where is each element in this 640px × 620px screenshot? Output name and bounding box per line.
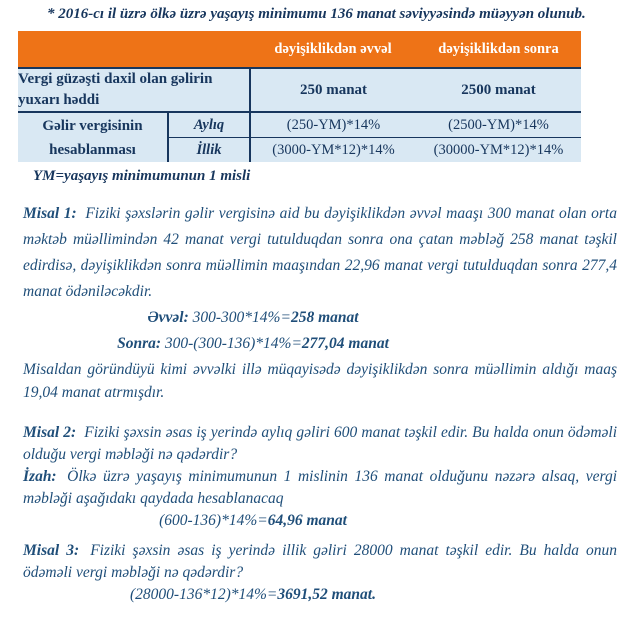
document-page: * 2016-cı il üzrə ölkə üzrə yaşayış mini… <box>18 6 617 606</box>
example-2-paragraph: Misal 2: Fiziki şəxsin əsas iş yerində a… <box>23 422 617 466</box>
example-1-conclusion: Misaldan göründüyü kimi əvvəlki illə müq… <box>23 361 617 401</box>
calc-label-cell: Gəlir vergisinin hesablanması <box>18 112 168 162</box>
example-3-label: Misal 3: <box>23 542 80 559</box>
example-2-formula-expression: (600-136)*14%= <box>159 512 268 529</box>
monthly-period-cell: Aylıq <box>167 112 251 138</box>
before-formula-label: Əvvəl: <box>147 309 189 326</box>
table-row-yearly: İllik (3000-YM*12)*14% (30000-YM*12)*14% <box>18 137 581 162</box>
monthly-after-cell: (2500-YM)*14% <box>416 112 581 138</box>
table-row-monthly: Gəlir vergisinin hesablanması Aylıq (250… <box>18 112 581 162</box>
after-formula-label: Sonra: <box>117 335 162 352</box>
example-1-before-formula: Əvvəl: 300-300*14%=258 manat <box>23 305 483 331</box>
example-2-formula-result: 64,96 manat <box>267 512 347 529</box>
example-3-paragraph: Misal 3: Fiziki şəxsin əsas iş yerində i… <box>23 540 617 584</box>
example-1-text: Fiziki şəxslərin gəlir vergisinə aid bu … <box>23 205 617 300</box>
example-3-text: Fiziki şəxsin əsas iş yerində illik gəli… <box>23 542 618 581</box>
example-2-label: Misal 2: <box>23 424 77 441</box>
before-formula-expression: 300-300*14%= <box>192 309 291 326</box>
after-formula-result: 277,04 manat <box>301 335 389 352</box>
header-after-change: dəyişiklikdən sonra <box>416 31 581 69</box>
header-empty-cell <box>18 31 250 69</box>
monthly-before-cell: (250-YM)*14% <box>250 112 416 138</box>
example-1-label: Misal 1: <box>23 205 77 222</box>
before-formula-result: 258 manat <box>290 309 359 326</box>
header-before-change: dəyişiklikdən əvvəl <box>250 31 416 69</box>
tax-exemption-table: dəyişiklikdən əvvəl dəyişiklikdən sonra … <box>18 31 581 162</box>
example-2-formula: (600-136)*14%=64,96 manat <box>23 510 483 532</box>
explanation-label: İzah: <box>23 468 57 485</box>
example-3-formula: (28000-136*12)*14%=3691,52 manat. <box>23 584 483 606</box>
example-3-formula-result: 3691,52 manat. <box>277 586 376 603</box>
example-2-text: Fiziki şəxsin əsas iş yerində aylıq gəli… <box>23 424 618 463</box>
example-1-after-formula: Sonra: 300-(300-136)*14%=277,04 manat <box>23 331 483 357</box>
table-header-row: dəyişiklikdən əvvəl dəyişiklikdən sonra <box>18 31 581 69</box>
example-1-paragraph: Misal 1: Fiziki şəxslərin gəlir vergisin… <box>23 201 617 305</box>
yearly-before-cell: (3000-YM*12)*14% <box>250 137 416 162</box>
limit-label-cell: Vergi güzəşti daxil olan gəlirin yuxarı … <box>18 68 250 113</box>
table-row-limit: Vergi güzəşti daxil olan gəlirin yuxarı … <box>18 68 581 113</box>
limit-after-cell: 2500 manat <box>416 68 581 113</box>
after-formula-expression: 300-(300-136)*14%= <box>164 335 302 352</box>
ym-definition-note: YM=yaşayış minimumunun 1 misli <box>33 168 251 184</box>
living-minimum-note: * 2016-cı il üzrə ölkə üzrə yaşayış mini… <box>47 6 586 22</box>
explanation-text: Ölkə üzrə yaşayış minimumunun 1 mislinin… <box>23 468 617 507</box>
limit-before-cell: 250 manat <box>249 68 416 113</box>
example-3-formula-expression: (28000-136*12)*14%= <box>130 586 278 603</box>
yearly-period-cell: İllik <box>167 137 251 162</box>
example-2-explanation: İzah: Ölkə üzrə yaşayış minimumunun 1 mi… <box>23 466 617 510</box>
yearly-after-cell: (30000-YM*12)*14% <box>416 137 581 162</box>
